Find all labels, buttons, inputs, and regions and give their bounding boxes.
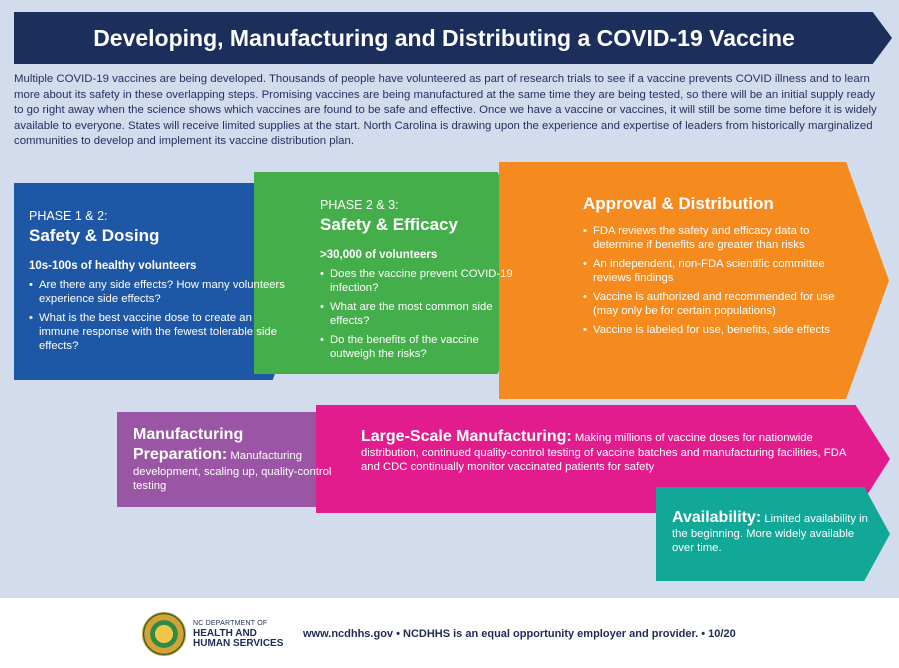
approval-bullet: Vaccine is authorized and recommended fo… (583, 290, 843, 318)
nc-seal-icon (142, 612, 186, 656)
title-banner: Developing, Manufacturing and Distributi… (14, 12, 892, 64)
prep-content: Manufacturing Preparation: Manufacturing… (133, 425, 333, 493)
approval-bullet: Vaccine is labeled for use, benefits, si… (583, 323, 843, 337)
approval-content: Approval & Distribution FDA reviews the … (583, 192, 843, 342)
manufacturing-body: Making millions of vaccine doses for nat… (361, 432, 846, 473)
manufacturing-title: Large-Scale Manufacturing: (361, 428, 572, 445)
prep-body: Manufacturing development, scaling up, q… (133, 450, 332, 492)
availability-title: Availability: (672, 509, 762, 526)
phase2-subtitle: >30,000 of volunteers (320, 249, 438, 261)
manufacturing-content: Large-Scale Manufacturing: Making millio… (361, 428, 851, 475)
approval-bullet: An independent, non-FDA scientific commi… (583, 257, 843, 285)
phase1-subtitle: 10s-100s of healthy volunteers (29, 260, 197, 272)
availability-content: Availability: Limited availability in th… (672, 509, 872, 556)
phase1-bullet: What is the best vaccine dose to create … (29, 311, 291, 353)
phase2-bullet: Do the benefits of the vaccine outweigh … (320, 333, 520, 361)
prep-title-line2: Preparation: (133, 446, 228, 463)
ncdhhs-logo: NC DEPARTMENT OF HEALTH AND HUMAN SERVIC… (193, 619, 283, 649)
phase2-bullet: Does the vaccine prevent COVID-19 infect… (320, 267, 520, 295)
phase1-content: PHASE 1 & 2: Safety & Dosing 10s-100s of… (29, 209, 291, 358)
logo-line1: NC DEPARTMENT OF (193, 620, 268, 627)
phase2-bullets: Does the vaccine prevent COVID-19 infect… (320, 267, 520, 361)
phase2-content: PHASE 2 & 3: Safety & Efficacy >30,000 o… (320, 198, 520, 366)
availability-body: Limited availability in the beginning. M… (672, 513, 868, 554)
prep-arrow (117, 412, 343, 507)
approval-title: Approval & Distribution (583, 194, 774, 213)
prep-body-wrap: Preparation: Manufacturing development, … (133, 445, 333, 493)
intro-paragraph: Multiple COVID-19 vaccines are being dev… (14, 73, 877, 148)
footer-text: www.ncdhhs.gov • NCDHHS is an equal oppo… (303, 628, 736, 640)
phase2-bullet: What are the most common side effects? (320, 300, 520, 328)
prep-title-line1: Manufacturing (133, 426, 244, 443)
phase1-bullets: Are there any side effects? How many vol… (29, 278, 291, 353)
logo-line3: HUMAN SERVICES (193, 638, 284, 649)
phase1-kicker: PHASE 1 & 2: (29, 209, 108, 223)
approval-bullets: FDA reviews the safety and efficacy data… (583, 224, 843, 337)
footer: NC DEPARTMENT OF HEALTH AND HUMAN SERVIC… (0, 598, 899, 668)
phase1-bullet: Are there any side effects? How many vol… (29, 278, 291, 306)
phase1-title: Safety & Dosing (29, 226, 160, 245)
availability-arrow (656, 487, 890, 581)
approval-bullet: FDA reviews the safety and efficacy data… (583, 224, 843, 252)
phase2-title: Safety & Efficacy (320, 215, 458, 234)
page-title: Developing, Manufacturing and Distributi… (93, 25, 795, 51)
phase2-kicker: PHASE 2 & 3: (320, 198, 399, 212)
logo-line2: HEALTH AND (193, 628, 257, 639)
